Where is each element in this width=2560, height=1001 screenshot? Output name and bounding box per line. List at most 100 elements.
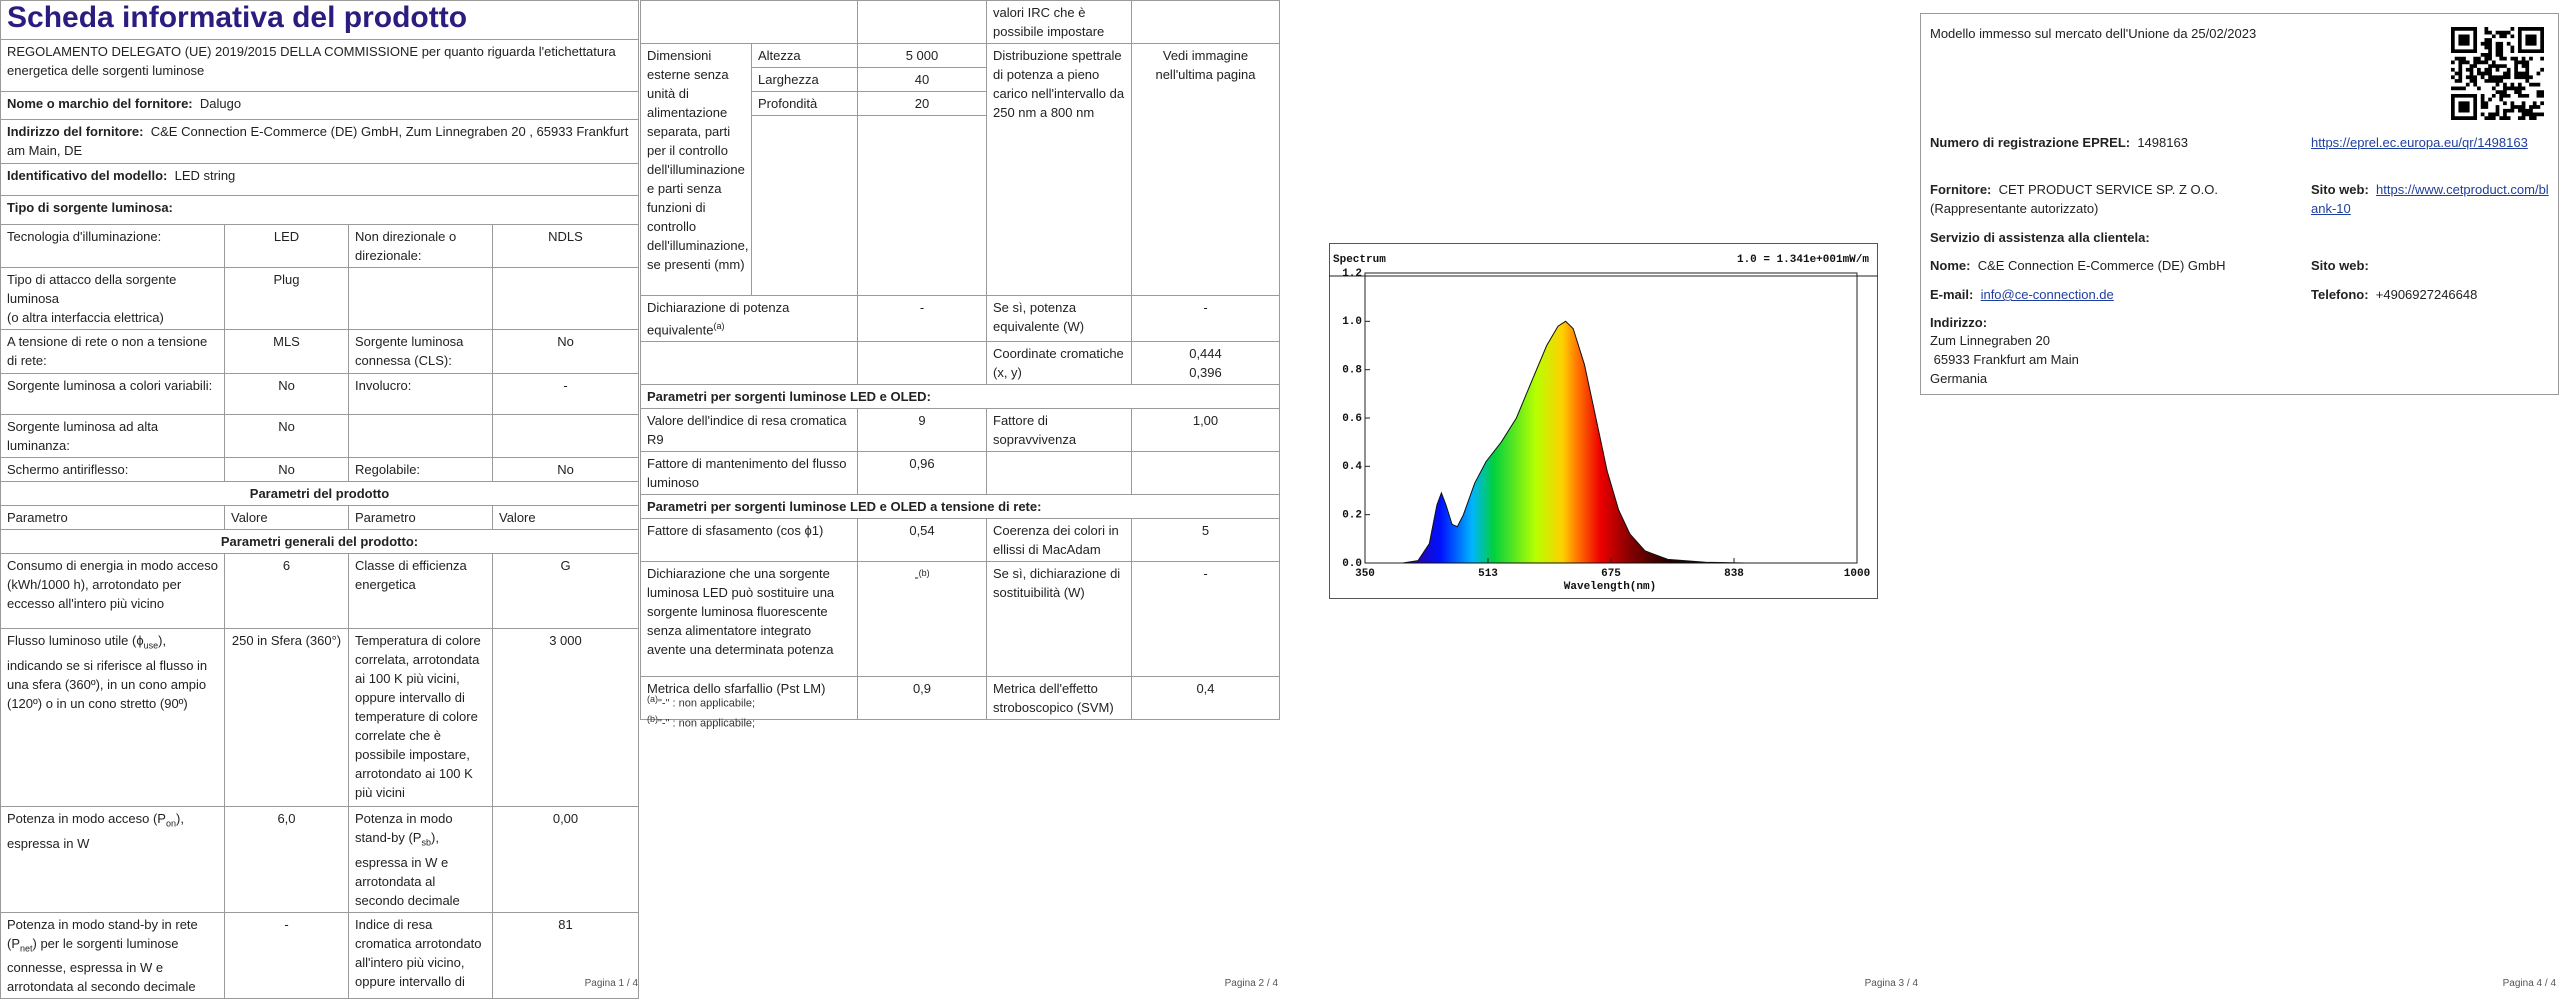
table-cell: Temperatura di colore correlata, arroton… — [348, 628, 493, 807]
table-cell: Plug — [224, 267, 349, 330]
subscript: on — [165, 818, 176, 829]
web-link[interactable]: https://www.cetproduct.com/blank-10 — [2311, 182, 2549, 216]
qr-modules — [2451, 27, 2544, 120]
table-cell: Fattore di sfasamento (cos ϕ1) — [640, 518, 858, 563]
table-row: Parametri per sorgenti luminose LED e OL… — [640, 384, 1280, 410]
table-cell: No — [224, 373, 349, 415]
table-cell: 0,54 — [857, 518, 987, 563]
table-cell: Dichiarazione di potenza equivalente(a) — [640, 294, 858, 343]
table-cell: No — [492, 329, 639, 374]
scale-note: 1.0 = 1.341e+001mW/m — [1737, 254, 1869, 266]
table-row: valori IRC che è possibile impostare — [640, 0, 1280, 44]
table-cell: - — [857, 294, 987, 343]
table-cell: Indice di resa cromatica arrotondato all… — [348, 911, 493, 1000]
table-cell — [1131, 0, 1280, 44]
table-cell: Fattore di sopravvivenza — [986, 408, 1132, 453]
table-cell: -(b) — [857, 561, 987, 678]
text: Fornitore: CET PRODUCT SERVICE SP. Z O.O… — [1930, 180, 2300, 218]
table-cell: 9 — [857, 408, 987, 453]
table-cell: Metrica dello sfarfallio (Pst LM) — [640, 676, 858, 721]
table-cell: Involucro: — [348, 373, 493, 415]
table-cell: Identificativo del modello: LED string — [0, 163, 639, 196]
table-cell: 6,0 — [224, 806, 349, 913]
field-label: Fornitore: — [1930, 182, 1992, 197]
table-cell: Potenza in modo stand-by (Psb), espressa… — [348, 806, 493, 913]
text: C&E Connection E-Commerce (DE) GmbH, Zum… — [7, 124, 629, 158]
x-tick-label: 513 — [1478, 568, 1498, 580]
spectrum-title: Spectrum — [1333, 254, 1386, 266]
text: Potenza in modo stand-by (P — [355, 811, 453, 845]
table-cell: - — [1131, 294, 1280, 343]
table-row: Flusso luminoso utile (ϕuse), indicando … — [0, 628, 639, 807]
table-row: Fattore di sfasamento (cos ϕ1) 0,54 Coeren… — [640, 518, 1280, 563]
table-cell — [492, 414, 639, 458]
x-tick-label: 1000 — [1844, 568, 1870, 580]
table-cell: 0,444 0,396 — [1131, 341, 1280, 386]
text: ) per le sorgenti luminose connesse, esp… — [7, 935, 196, 995]
table-row: Dichiarazione di potenza equivalente(a) -… — [640, 294, 1280, 343]
table-cell: 1,00 — [1131, 408, 1280, 453]
field-label: Servizio di assistenza alla clientela: — [1930, 230, 2150, 245]
table-row: Parametri del prodotto — [0, 481, 639, 506]
table-row: Sorgente luminosa a colori variabili: No I… — [0, 373, 639, 415]
superscript: (a) — [713, 321, 725, 331]
field-label: Telefono: — [2311, 287, 2369, 302]
table-cell — [492, 267, 639, 330]
text: Servizio di assistenza alla clientela: — [1930, 228, 2300, 247]
table-cell: 0,00 — [492, 806, 639, 913]
y-tick-label: 0.0 — [1342, 558, 1362, 570]
superscript: (b) — [918, 568, 930, 579]
table-cell — [640, 0, 858, 44]
table-cell — [857, 341, 987, 386]
table-cell: 3 000 — [492, 628, 639, 807]
table-cell — [986, 451, 1132, 496]
table-cell: Parametri del prodotto — [0, 481, 639, 506]
x-tick-label: 350 — [1355, 568, 1375, 580]
table-row: Parametro Valore Parametro Valore — [0, 505, 639, 530]
text: LED string — [174, 168, 236, 183]
page-footer: Pagina 4 / 4 — [2502, 978, 2556, 989]
table-row: Tecnologia d'illuminazione: LED Non direzi… — [0, 224, 639, 268]
text: 1498163 — [2137, 135, 2188, 150]
table-cell: Se sì, potenza equivalente (W) — [986, 294, 1132, 343]
field-label: Sito web: — [2311, 182, 2369, 197]
table-row: Nome o marchio del fornitore: Dalugo — [0, 91, 639, 120]
table-row: Identificativo del modello: LED string — [0, 163, 639, 196]
text: - — [914, 569, 919, 585]
text: "-" : non applicabile; — [658, 697, 756, 710]
y-tick-label: 1.2 — [1342, 268, 1362, 280]
table-cell: Altezza — [751, 43, 858, 68]
table-cell: Parametri per sorgenti luminose LED e OL… — [640, 384, 1280, 410]
table-cell — [348, 414, 493, 458]
table-cell: Nome o marchio del fornitore: Dalugo — [0, 91, 639, 120]
table-cell: Potenza in modo acceso (Pon), espressa i… — [0, 806, 225, 913]
y-tick-label: 0.2 — [1342, 510, 1362, 522]
page-2-table: valori IRC che è possibile impostare Dim… — [640, 0, 1280, 721]
table-cell: Tecnologia d'illuminazione: — [0, 224, 225, 268]
text: 65933 Frankfurt am Main — [1930, 352, 2079, 367]
table-row: Dimensioni esterne senza unità di alimen… — [640, 43, 1280, 296]
table-cell: NDLS — [492, 224, 639, 268]
field-label: Nome: — [1930, 258, 1971, 273]
label-info-box: Modello immesso sul mercato dell'Unione … — [1920, 13, 2559, 395]
table-cell: Valore — [492, 505, 639, 530]
spectrum-curve — [1402, 320, 1744, 564]
table-cell: Non direzionale o direzionale: — [348, 224, 493, 268]
field-label: Sito web: — [2311, 258, 2369, 273]
table-row: REGOLAMENTO DELEGATO (UE) 2019/2015 DELL… — [0, 39, 639, 92]
table-cell: 0,4 — [1131, 676, 1280, 721]
email-link[interactable]: info@ce-connection.de — [1980, 287, 2114, 302]
subscript: use — [143, 640, 159, 651]
table-row: Potenza in modo stand-by in rete (Pnet) … — [0, 911, 639, 1000]
table-row: Consumo di energia in modo acceso (kWh/1… — [0, 553, 639, 629]
y-tick-label: 1.0 — [1342, 316, 1362, 328]
table-row: Larghezza 40 — [641, 67, 1280, 92]
footnote: (b)"-" : non applicabile; — [647, 714, 755, 730]
table-cell: Parametro — [348, 505, 493, 530]
eprel-link[interactable]: https://eprel.ec.europa.eu/qr/1498163 — [2311, 135, 2528, 150]
table-cell: Consumo di energia in modo acceso (kWh/1… — [0, 553, 225, 629]
table-row: Profondità 20 — [641, 91, 1280, 116]
text: ), espressa in W e arrotondata al second… — [355, 830, 460, 908]
table-cell: Potenza in modo stand-by in rete (Pnet) … — [0, 911, 225, 1000]
table-row: Metrica dello sfarfallio (Pst LM) 0,9 Metr… — [640, 676, 1280, 721]
